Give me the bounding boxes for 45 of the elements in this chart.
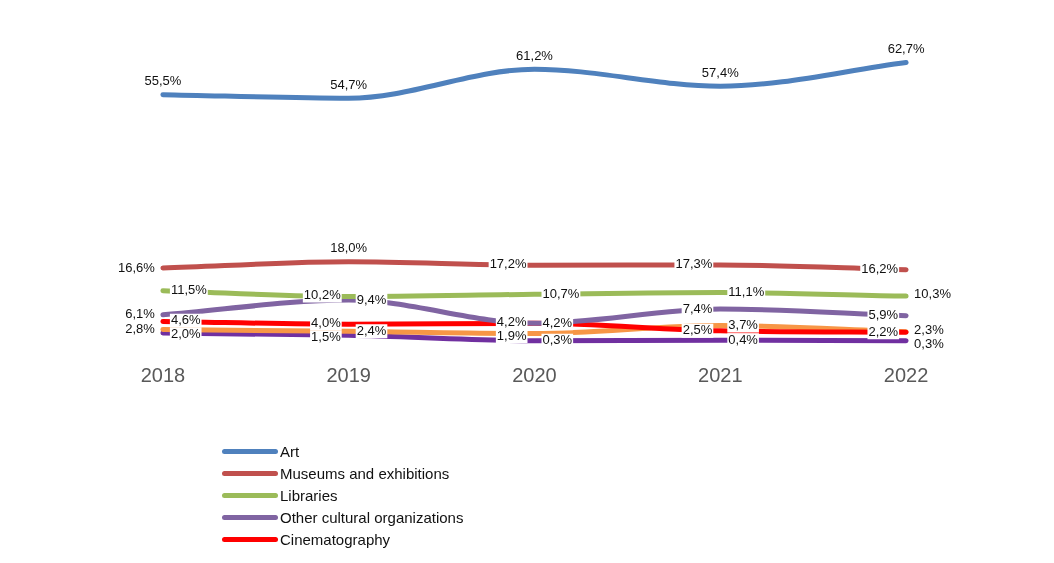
data-label: 1,9% bbox=[496, 327, 527, 343]
data-label: 7,4% bbox=[682, 300, 713, 316]
data-label: 4,2% bbox=[542, 314, 573, 330]
data-label: 0,4% bbox=[728, 331, 759, 347]
data-label: 6,1% bbox=[125, 306, 156, 322]
data-label: 4,6% bbox=[170, 312, 201, 328]
x-tick-label: 2021 bbox=[698, 363, 743, 386]
data-label: 9,4% bbox=[356, 291, 387, 307]
data-label: 5,9% bbox=[868, 307, 899, 323]
data-label: 62,7% bbox=[887, 41, 925, 57]
data-label: 11,5% bbox=[170, 281, 208, 297]
data-label: 16,2% bbox=[861, 261, 899, 277]
legend-label: Other cultural organizations bbox=[280, 508, 464, 526]
data-label: 0,3% bbox=[914, 335, 945, 351]
data-label: 2,2% bbox=[868, 323, 899, 339]
data-label: 54,7% bbox=[330, 76, 368, 92]
data-label: 2,0% bbox=[170, 326, 201, 342]
data-label: 4,2% bbox=[496, 313, 527, 329]
data-label: 16,6% bbox=[118, 259, 156, 275]
data-label: 2,5% bbox=[682, 322, 713, 338]
data-label: 17,2% bbox=[489, 255, 527, 271]
data-label: 61,2% bbox=[516, 47, 554, 63]
x-tick-label: 2018 bbox=[140, 363, 186, 386]
data-label: 2,4% bbox=[356, 322, 387, 338]
data-label: 55,5% bbox=[144, 73, 182, 89]
legend-label: Museums and exhibitions bbox=[280, 464, 450, 482]
data-label: 57,4% bbox=[701, 64, 740, 80]
data-label: 2,3% bbox=[914, 321, 945, 337]
data-label: 18,0% bbox=[330, 240, 368, 256]
data-label: 1,5% bbox=[311, 328, 342, 344]
data-label: 4,0% bbox=[311, 314, 342, 330]
data-label: 10,3% bbox=[914, 285, 952, 301]
x-tick-label: 2022 bbox=[883, 363, 929, 386]
legend-label: Art bbox=[280, 442, 300, 460]
data-label: 3,7% bbox=[728, 317, 759, 333]
x-tick-label: 2019 bbox=[326, 363, 371, 386]
data-label: 11,1% bbox=[728, 284, 765, 300]
data-label: 17,3% bbox=[675, 256, 713, 272]
data-label: 2,8% bbox=[125, 321, 156, 337]
x-tick-label: 2020 bbox=[512, 363, 557, 386]
data-label: 0,3% bbox=[542, 332, 573, 348]
data-label: 10,7% bbox=[542, 285, 580, 301]
legend-label: Cinematography bbox=[280, 530, 391, 548]
data-label: 10,2% bbox=[303, 287, 342, 303]
legend-label: Libraries bbox=[280, 486, 338, 504]
